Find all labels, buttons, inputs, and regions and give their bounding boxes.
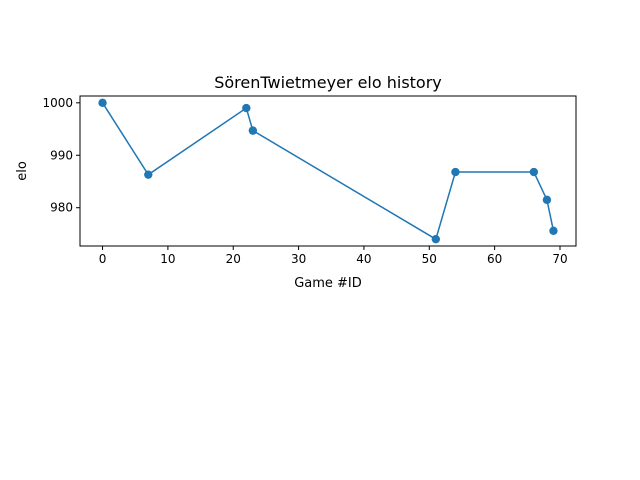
data-point [451, 167, 460, 177]
x-tick-label: 40 [356, 252, 371, 266]
x-tick-label: 20 [226, 252, 241, 266]
plot-frame [79, 95, 577, 247]
data-point [542, 195, 552, 205]
data-point [549, 226, 558, 235]
x-axis-label: Game #ID [294, 276, 362, 291]
series-group [98, 98, 558, 244]
x-tick-label: 50 [422, 252, 437, 266]
data-point [529, 167, 539, 177]
x-tick-label: 30 [291, 252, 306, 266]
data-point [242, 103, 251, 113]
x-tick-label: 70 [552, 252, 567, 266]
x-tick-label: 10 [160, 252, 175, 266]
data-point [144, 170, 153, 179]
x-axis-ticks: 0 10 20 30 40 50 60 70 [99, 246, 568, 266]
y-axis-ticks: 980 990 1000 [42, 96, 80, 215]
x-tick-label: 60 [487, 252, 502, 266]
data-point [248, 126, 258, 135]
y-tick-label: 1000 [42, 96, 73, 110]
data-point [431, 234, 441, 244]
y-axis-label: elo [15, 161, 30, 181]
chart-title: SörenTwietmeyer elo history [214, 73, 442, 92]
y-tick-label: 980 [50, 201, 73, 215]
y-tick-label: 990 [50, 148, 73, 162]
data-point [98, 98, 107, 108]
x-tick-label: 0 [99, 252, 107, 266]
